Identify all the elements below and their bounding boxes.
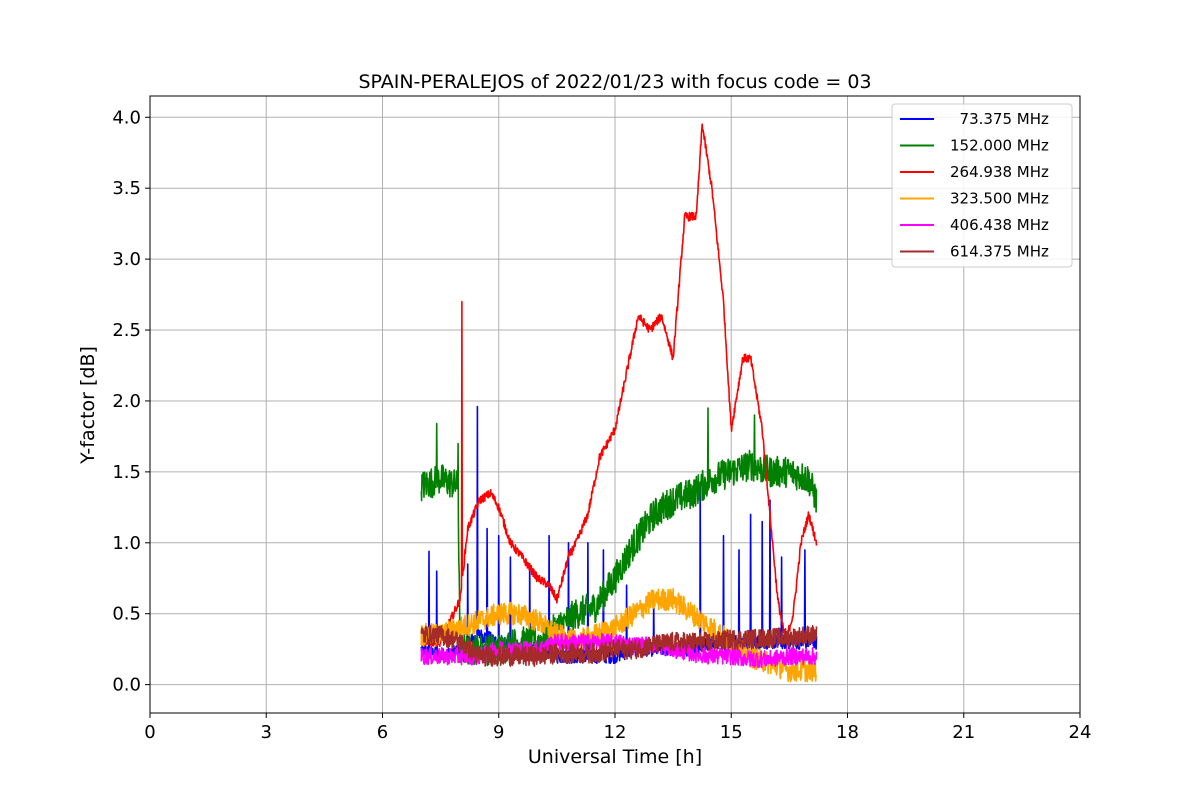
legend-label: 614.375 MHz — [950, 243, 1049, 261]
y-tick-label: 3.5 — [112, 178, 141, 199]
x-tick-label: 12 — [604, 722, 627, 743]
series-line-3 — [420, 123, 818, 648]
x-axis-label: Universal Time [h] — [528, 746, 702, 768]
y-axis: 0.0 0.5 1.0 1.5 2.0 2.5 3.0 3.5 4.0 — [112, 107, 150, 696]
series-line-6 — [420, 624, 818, 667]
y-tick-label: 3.0 — [112, 249, 141, 270]
legend-label: 152.000 MHz — [950, 137, 1049, 155]
x-tick-label: 6 — [377, 722, 388, 743]
y-tick-label: 4.0 — [112, 107, 141, 128]
x-tick-label: 24 — [1069, 722, 1092, 743]
legend-label: 264.938 MHz — [950, 163, 1049, 181]
x-tick-label: 15 — [720, 722, 743, 743]
y-tick-label: 0.0 — [112, 675, 141, 696]
x-tick-label: 9 — [493, 722, 504, 743]
x-tick-label: 21 — [952, 722, 975, 743]
x-tick-label: 0 — [144, 722, 155, 743]
legend-label: 73.375 MHz — [950, 110, 1049, 128]
series-layer — [420, 123, 818, 683]
y-tick-label: 2.5 — [112, 320, 141, 341]
y-tick-label: 1.0 — [112, 533, 141, 554]
series-line-4 — [420, 588, 818, 683]
chart-title: SPAIN-PERALEJOS of 2022/01/23 with focus… — [358, 71, 871, 93]
y-axis-label: Y-factor [dB] — [77, 346, 99, 465]
y-tick-label: 2.0 — [112, 391, 141, 412]
y-tick-label: 0.5 — [112, 604, 141, 625]
x-axis: 0 3 6 9 12 15 18 21 24 — [144, 713, 1091, 743]
legend-label: 406.438 MHz — [950, 216, 1049, 234]
legend-box — [891, 103, 1073, 268]
legend: 73.375 MHz 152.000 MHz 264.938 MHz 323.500 … — [891, 103, 1073, 268]
x-tick-label: 3 — [261, 722, 272, 743]
x-tick-label: 18 — [836, 722, 859, 743]
y-tick-label: 1.5 — [112, 462, 141, 483]
legend-label: 323.500 MHz — [950, 190, 1049, 208]
